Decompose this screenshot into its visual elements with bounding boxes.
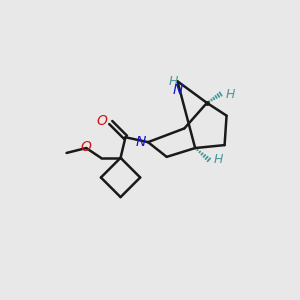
- Text: O: O: [81, 140, 92, 154]
- Text: H: H: [214, 153, 223, 166]
- Text: N: N: [136, 135, 146, 149]
- Text: N: N: [172, 83, 183, 97]
- Text: O: O: [96, 114, 107, 128]
- Text: H: H: [169, 75, 178, 88]
- Text: H: H: [226, 88, 235, 100]
